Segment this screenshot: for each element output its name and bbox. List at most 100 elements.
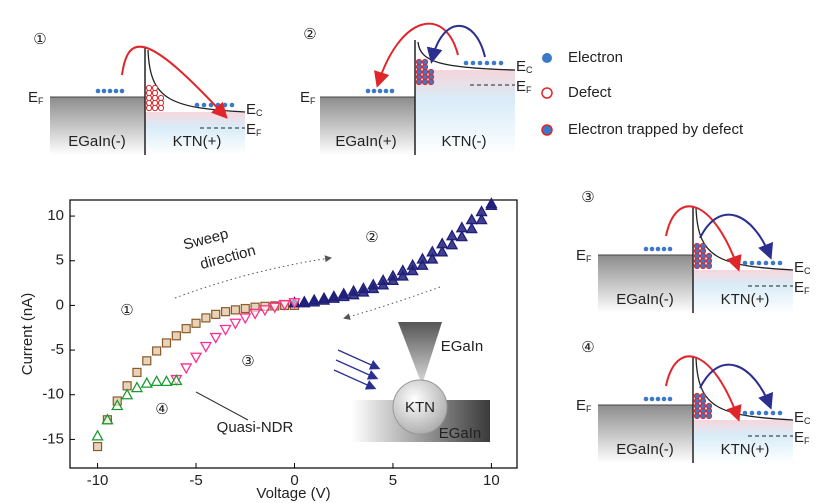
defect (706, 253, 711, 258)
ec-label: EC (246, 101, 263, 118)
ec-label-main: E (794, 259, 804, 276)
x-axis-label: Voltage (V) (256, 485, 330, 502)
defect (700, 403, 705, 408)
diagram-number: ② (303, 26, 316, 43)
defect (694, 258, 699, 263)
defect (706, 258, 711, 263)
ef-label: EF (300, 89, 316, 106)
electron (650, 397, 655, 402)
ef-label-main: E (794, 279, 804, 296)
annotation: KTN (405, 399, 435, 416)
ef-label-sub: F (804, 436, 810, 446)
electron (757, 411, 762, 416)
defect (422, 64, 427, 69)
electron (114, 89, 119, 94)
defect (146, 100, 151, 105)
defect (152, 100, 157, 105)
ec-label-main: E (246, 101, 256, 118)
ec-label-sub: C (804, 416, 811, 426)
ef-label: EF (576, 247, 592, 264)
data-point (182, 325, 190, 333)
ec-label-main: E (516, 58, 526, 75)
ef-label-main: E (516, 78, 526, 95)
data-point (222, 308, 230, 316)
ef-label: EF (794, 429, 810, 446)
electron (656, 397, 661, 402)
ec-label-sub: C (526, 65, 533, 75)
defect (706, 413, 711, 418)
data-point (250, 309, 260, 318)
defect (706, 263, 711, 268)
tip (398, 322, 442, 385)
electron (366, 89, 371, 94)
data-point (143, 357, 151, 365)
diagram-number: ④ (581, 339, 594, 356)
side-label: KTN(+) (721, 291, 770, 308)
legend-electron (542, 53, 552, 63)
diagram-number: ③ (581, 189, 594, 206)
ef-label-sub: F (586, 254, 592, 264)
electron (662, 247, 667, 252)
defect (694, 398, 699, 403)
defect (694, 248, 699, 253)
electron (372, 89, 377, 94)
y-tick-label: 10 (47, 207, 64, 224)
defect (694, 243, 699, 248)
ef-label-main: E (576, 397, 586, 414)
ef-label: EF (576, 397, 592, 414)
band-diagram: ③EFECEFEGaIn(-)KTN(+) (576, 189, 811, 313)
transfer-arrow (700, 215, 770, 256)
side-label: EGaIn(-) (616, 441, 674, 458)
defect (694, 403, 699, 408)
defect (700, 243, 705, 248)
x-tick-label: 10 (483, 472, 500, 489)
electron (108, 89, 113, 94)
defect (158, 105, 163, 110)
defect (416, 64, 421, 69)
electron (750, 261, 755, 266)
light-arrow (334, 370, 374, 388)
electron (771, 261, 776, 266)
defect (416, 79, 421, 84)
annotation: ① (120, 302, 133, 319)
x-tick-label: 5 (389, 472, 397, 489)
defect (146, 90, 151, 95)
ef-label-main: E (300, 89, 310, 106)
defect (422, 79, 427, 84)
defect (706, 408, 711, 413)
ef-label-main: E (246, 121, 256, 138)
defect (694, 408, 699, 413)
data-point (93, 431, 103, 440)
electron (771, 411, 776, 416)
plot: -10-505101050-5-10-15Voltage (V)Current … (19, 199, 517, 502)
ec-label: EC (516, 58, 533, 75)
data-point (133, 368, 141, 376)
data-point (212, 310, 220, 318)
data-point (161, 376, 171, 385)
defect (158, 95, 163, 100)
legend-trapped (542, 125, 552, 135)
y-tick-label: 0 (56, 296, 64, 313)
electron (471, 61, 476, 66)
side-label: EGaIn(-) (68, 133, 126, 150)
defect (700, 263, 705, 268)
defect (152, 105, 157, 110)
transfer-arrow (432, 26, 485, 60)
side-label: EGaIn(-) (616, 291, 674, 308)
defect (152, 85, 157, 90)
defect (700, 398, 705, 403)
y-tick-label: 5 (56, 252, 64, 269)
electron (656, 247, 661, 252)
diagram-number: ① (33, 31, 46, 48)
light-arrow (336, 360, 376, 378)
defect (694, 253, 699, 258)
electron (668, 397, 673, 402)
y-tick-label: -10 (42, 386, 64, 403)
electron (230, 103, 235, 108)
data-point (201, 343, 211, 352)
electron (96, 89, 101, 94)
data-point (122, 390, 132, 399)
x-tick-label: -5 (189, 472, 202, 489)
data-point (211, 334, 221, 343)
